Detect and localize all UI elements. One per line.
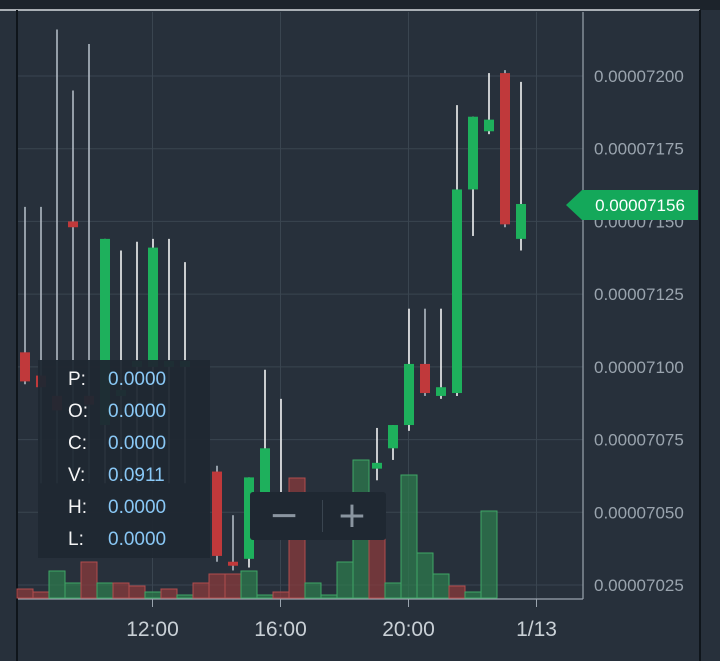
y-tick-label: 0.00007175 <box>594 140 684 159</box>
volume-bar <box>336 561 354 599</box>
volume-bar <box>80 561 98 599</box>
ohlc-panel: P: 0.0000 O: 0.0000 C: 0.0000 V: 0.0911 H: 0.0000… <box>38 360 210 558</box>
volume-bar <box>256 594 274 599</box>
y-tick-label: 0.00007125 <box>594 285 684 304</box>
volume-bar <box>384 582 402 599</box>
candle-body[interactable] <box>100 238 110 426</box>
ohlc-row: O: 0.0000 <box>38 396 210 428</box>
volume-bar <box>160 588 178 599</box>
volume-bar <box>432 573 450 599</box>
volume-bar <box>64 582 82 599</box>
ohlc-value: 0.0000 <box>108 497 167 518</box>
volume-bar <box>400 474 418 599</box>
candle-body[interactable] <box>484 119 494 132</box>
candle-body[interactable] <box>148 247 158 367</box>
candle-body[interactable] <box>260 448 270 519</box>
candle-body[interactable] <box>212 471 222 556</box>
ohlc-key: H: <box>68 497 87 518</box>
candle-body[interactable] <box>388 425 398 449</box>
ohlc-row: H: 0.0000 <box>38 492 210 524</box>
zoom-out-button[interactable]: − <box>250 492 318 540</box>
y-tick-label: 0.00007200 <box>594 67 684 86</box>
top-bar <box>0 0 720 10</box>
volume-bar <box>272 591 290 599</box>
volume-bar <box>144 591 162 599</box>
current-price-tag <box>566 190 698 220</box>
volume-bar <box>16 588 34 599</box>
y-tick-label: 0.00007025 <box>594 576 684 595</box>
candle-body[interactable] <box>420 363 430 394</box>
ohlc-row: V: 0.0911 <box>38 460 210 492</box>
ohlc-row: C: 0.0000 <box>38 428 210 460</box>
candle-body[interactable] <box>468 116 478 190</box>
ohlc-key: O: <box>68 401 89 422</box>
candle-body[interactable] <box>404 363 414 426</box>
zoom-in-button[interactable]: + <box>318 492 386 540</box>
candle-body[interactable] <box>228 561 238 566</box>
y-tick-label: 0.00007050 <box>594 503 684 522</box>
volume-bar <box>96 582 114 599</box>
candle-body[interactable] <box>20 352 30 382</box>
volume-bar <box>208 573 226 599</box>
volume-bar <box>176 594 194 599</box>
ohlc-key: P: <box>68 369 86 390</box>
ohlc-key: V: <box>68 465 86 486</box>
y-tick-label: 0.00007075 <box>594 431 684 450</box>
ohlc-key: C: <box>68 433 87 454</box>
ohlc-value: 0.0000 <box>108 529 167 550</box>
candle-body[interactable] <box>436 387 446 396</box>
ohlc-value: 0.0000 <box>108 433 167 454</box>
x-tick-label: 12:00 <box>126 618 179 641</box>
current-price-label: 0.00007156 <box>595 196 685 215</box>
volume-bar <box>320 594 338 599</box>
x-tick-label: 20:00 <box>382 618 435 641</box>
x-tick-label: 16:00 <box>254 618 307 641</box>
volume-bar <box>416 552 434 599</box>
y-tick-label: 0.00007100 <box>594 358 684 377</box>
volume-bar <box>32 591 50 599</box>
ohlc-value: 0.0000 <box>108 369 167 390</box>
zoom-controls: − + <box>250 492 386 540</box>
candle-body[interactable] <box>372 462 382 469</box>
ohlc-value: 0.0911 <box>108 465 165 486</box>
volume-bar <box>480 510 498 599</box>
volume-bar <box>464 591 482 599</box>
volume-bar <box>224 573 242 599</box>
candle-body[interactable] <box>68 221 78 228</box>
volume-bar <box>240 570 258 599</box>
zoom-divider <box>322 500 323 532</box>
volume-bar <box>48 570 66 599</box>
ohlc-row: L: 0.0000 <box>38 524 210 556</box>
x-tick-label: 1/13 <box>516 618 557 641</box>
volume-bar <box>112 582 130 599</box>
ohlc-value: 0.0000 <box>108 401 167 422</box>
volume-bar <box>128 585 146 599</box>
candle-body[interactable] <box>452 189 462 394</box>
volume-bar <box>448 585 466 599</box>
candle-body[interactable] <box>500 73 510 225</box>
candle-body[interactable] <box>244 477 254 559</box>
ohlc-row: P: 0.0000 <box>38 364 210 396</box>
candle-body[interactable] <box>516 203 526 239</box>
volume-bar <box>304 582 322 599</box>
ohlc-key: L: <box>68 529 84 550</box>
volume-bar <box>192 582 210 599</box>
